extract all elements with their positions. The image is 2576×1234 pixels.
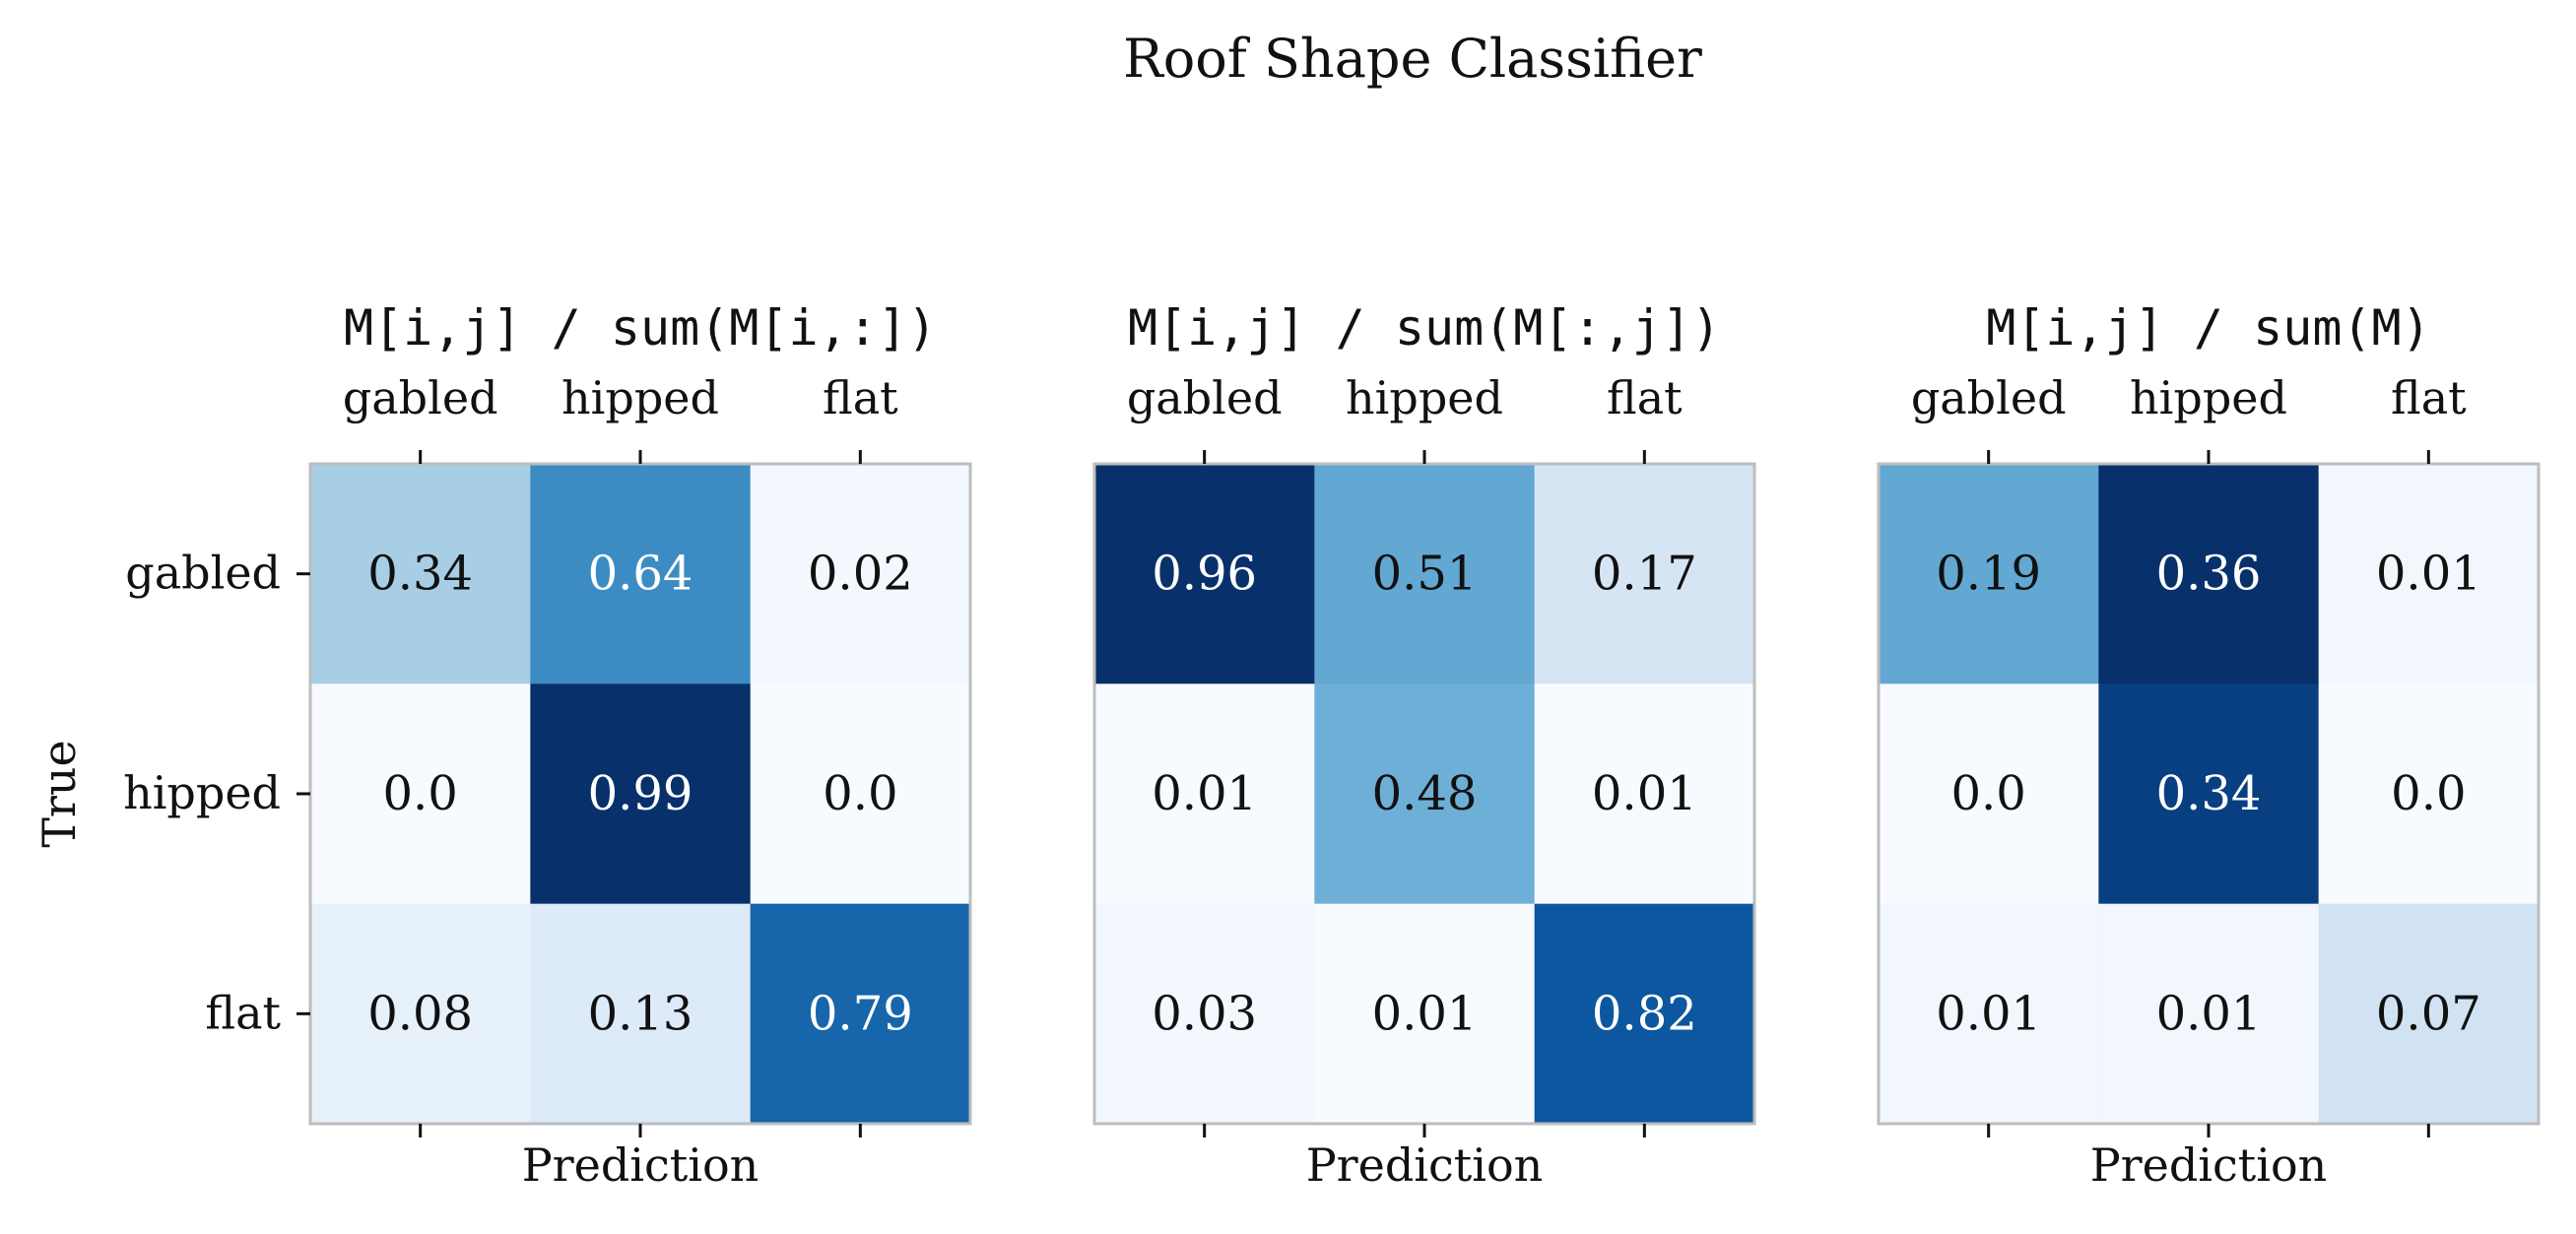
cell-value-label-0-0: 0.96 xyxy=(1152,547,1257,602)
heatmap-cell-1-2 xyxy=(750,683,971,905)
cell-value-label-1-0: 0.0 xyxy=(382,766,457,821)
cell-value-label-1-1: 0.34 xyxy=(2156,766,2262,821)
heatmap-cell-2-0 xyxy=(1879,903,2099,1125)
x-axis-label: Prediction xyxy=(522,1138,760,1192)
heatmap-cell-0-0 xyxy=(310,464,531,684)
cell-value-label-1-0: 0.0 xyxy=(1950,766,2025,821)
x-tick-label-hipped: hipped xyxy=(2130,371,2287,424)
x-tick-label-gabled: gabled xyxy=(343,371,498,424)
cell-value-label-0-1: 0.64 xyxy=(588,547,694,602)
heatmap-panel-3: 0.19 0.36 0.01 0.0 0.34 0.0 0.01 0.01 0.07 M[i,j]… xyxy=(1877,299,2541,1192)
cell-value-label-2-2: 0.07 xyxy=(2376,986,2481,1041)
heatmap-cell-1-0 xyxy=(1879,683,2099,905)
heatmap-cell-0-1 xyxy=(1314,464,1536,684)
heatmap-cell-0-0 xyxy=(1879,464,2099,684)
cell-value-label-1-2: 0.0 xyxy=(823,766,897,821)
heatmap-panel-1: 0.34 0.64 0.02 0.0 0.99 0.0 0.08 0.13 0.79 M[i,j]… xyxy=(33,299,972,1192)
cell-value-label-0-2: 0.17 xyxy=(1592,547,1697,602)
cell-value-label-0-0: 0.34 xyxy=(367,547,473,602)
heatmap-cell-1-1 xyxy=(530,683,752,905)
y-tick-label-flat: flat xyxy=(205,986,281,1039)
heatmap-cell-0-0 xyxy=(1094,464,1315,684)
cell-value-label-1-1: 0.99 xyxy=(588,766,694,821)
cell-value-label-1-2: 0.01 xyxy=(1592,766,1697,821)
panel-title: M[i,j] / sum(M[i,:]) xyxy=(344,299,937,357)
heatmap-cell-2-2 xyxy=(2318,903,2540,1125)
heatmap-cell-1-0 xyxy=(1094,683,1315,905)
heatmap-panel-2: 0.96 0.51 0.17 0.01 0.48 0.01 0.03 0.01 0.82 M[i,… xyxy=(1092,299,1756,1192)
heatmap-cell-2-1 xyxy=(1314,903,1536,1125)
cell-value-label-1-0: 0.01 xyxy=(1152,766,1257,821)
cell-value-label-1-1: 0.48 xyxy=(1372,766,1478,821)
heatmap-cell-1-2 xyxy=(1534,683,1755,905)
x-tick-label-flat: flat xyxy=(2391,371,2467,424)
panel-title: M[i,j] / sum(M) xyxy=(1986,299,2431,357)
cell-value-label-2-0: 0.08 xyxy=(367,986,473,1041)
heatmap-cell-1-0 xyxy=(310,683,531,905)
cell-value-label-1-2: 0.0 xyxy=(2391,766,2466,821)
heatmap-cell-2-2 xyxy=(750,903,971,1125)
x-tick-label-gabled: gabled xyxy=(1127,371,1283,424)
heatmap-cell-0-2 xyxy=(750,464,971,684)
cell-value-label-0-1: 0.51 xyxy=(1372,547,1478,602)
x-tick-label-hipped: hipped xyxy=(1346,371,1503,424)
x-tick-label-flat: flat xyxy=(823,371,898,424)
x-tick-label-gabled: gabled xyxy=(1911,371,2067,424)
heatmap-cell-2-2 xyxy=(1534,903,1755,1125)
heatmap-cell-0-2 xyxy=(1534,464,1755,684)
heatmap-cell-2-1 xyxy=(2098,903,2320,1125)
cell-value-label-2-0: 0.01 xyxy=(1936,986,2041,1041)
cell-value-label-2-1: 0.13 xyxy=(588,986,694,1041)
heatmap-cell-2-1 xyxy=(530,903,752,1125)
heatmap-cell-1-2 xyxy=(2318,683,2540,905)
x-tick-label-flat: flat xyxy=(1607,371,1683,424)
heatmap-cell-0-2 xyxy=(2318,464,2540,684)
cell-value-label-2-1: 0.01 xyxy=(2156,986,2262,1041)
cell-value-label-0-0: 0.19 xyxy=(1936,547,2041,602)
x-axis-label: Prediction xyxy=(2090,1138,2328,1192)
heatmap-cell-2-0 xyxy=(310,903,531,1125)
cell-value-label-0-1: 0.36 xyxy=(2156,547,2262,602)
heatmap-cell-1-1 xyxy=(1314,683,1536,905)
x-axis-label: Prediction xyxy=(1306,1138,1544,1192)
y-tick-label-gabled: gabled xyxy=(125,547,281,600)
cell-value-label-2-2: 0.79 xyxy=(808,986,913,1041)
cell-value-label-2-2: 0.82 xyxy=(1592,986,1697,1041)
y-axis-label: True xyxy=(33,740,86,848)
panel-title: M[i,j] / sum(M[:,j]) xyxy=(1128,299,1721,357)
heatmap-cell-1-1 xyxy=(2098,683,2320,905)
cell-value-label-0-2: 0.01 xyxy=(2376,547,2481,602)
cell-value-label-0-2: 0.02 xyxy=(808,547,913,602)
cell-value-label-2-1: 0.01 xyxy=(1372,986,1478,1041)
y-tick-label-hipped: hipped xyxy=(123,766,281,819)
cell-value-label-2-0: 0.03 xyxy=(1152,986,1257,1041)
heatmap-cell-0-1 xyxy=(530,464,752,684)
figure-title: Roof Shape Classifier xyxy=(1123,28,1702,90)
heatmap-cell-0-1 xyxy=(2098,464,2320,684)
x-tick-label-hipped: hipped xyxy=(561,371,719,424)
heatmap-cell-2-0 xyxy=(1094,903,1315,1125)
